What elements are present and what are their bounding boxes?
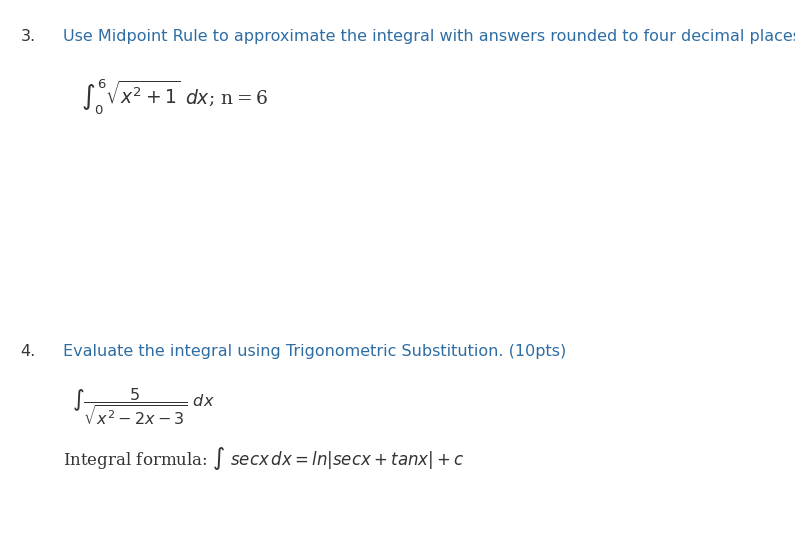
Text: Use Midpoint Rule to approximate the integral with answers rounded to four decim: Use Midpoint Rule to approximate the int… — [63, 29, 795, 44]
Text: Evaluate the integral using Trigonometric Substitution. (10pts): Evaluate the integral using Trigonometri… — [63, 344, 566, 359]
Text: 4.: 4. — [21, 344, 36, 359]
Text: $\int_0^6 \sqrt{x^2+1}\ dx$; n$\mathregular{=}$6: $\int_0^6 \sqrt{x^2+1}\ dx$; n$\mathregu… — [80, 77, 268, 117]
Text: 3.: 3. — [21, 29, 36, 44]
Text: $\int \dfrac{5}{\sqrt{x^2-2x-3}}\ dx$: $\int \dfrac{5}{\sqrt{x^2-2x-3}}\ dx$ — [72, 386, 215, 427]
Text: Integral formula: $\int$ $secx\,dx = ln|secx + tanx| + c$: Integral formula: $\int$ $secx\,dx = ln|… — [63, 445, 464, 472]
